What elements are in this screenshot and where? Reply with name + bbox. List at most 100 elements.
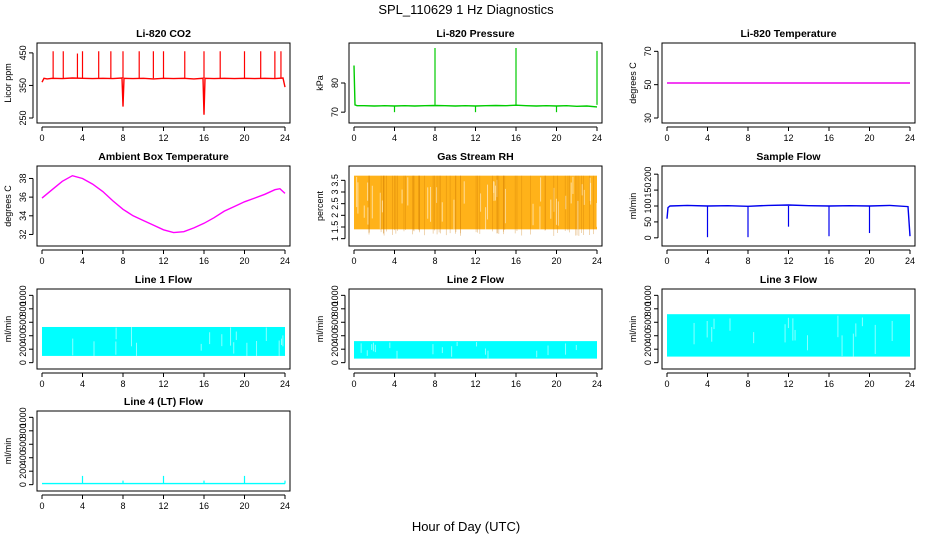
panel-title: Li-820 CO2 xyxy=(136,28,191,40)
panel-title: Line 2 Flow xyxy=(447,274,505,286)
y-tick-label: 600 xyxy=(643,315,653,330)
x-tick-label: 20 xyxy=(239,133,249,143)
x-tick-label: 20 xyxy=(864,379,874,389)
plot-frame xyxy=(348,165,603,247)
x-tick-label: 12 xyxy=(158,133,168,143)
series-line xyxy=(666,204,911,237)
y-tick-label: 1000 xyxy=(643,285,653,305)
x-tick-label: 20 xyxy=(551,256,561,266)
y-tick-label: 400 xyxy=(330,328,340,343)
x-tick-label: 0 xyxy=(39,133,44,143)
x-tick-label: 8 xyxy=(745,379,750,389)
x-tick-label: 24 xyxy=(905,256,915,266)
x-tick-label: 20 xyxy=(864,256,874,266)
x-tick-label: 20 xyxy=(239,501,249,511)
x-tick-label: 4 xyxy=(392,379,397,389)
x-tick-label: 20 xyxy=(239,379,249,389)
x-axis: 0 4 8 12 16 20 24 xyxy=(351,126,602,143)
y-tick-label: 600 xyxy=(18,437,28,452)
y-tick-label: 3.5 xyxy=(330,174,340,187)
series xyxy=(42,326,285,356)
x-tick-label: 0 xyxy=(39,379,44,389)
series-line xyxy=(41,77,286,115)
x-tick-label: 4 xyxy=(392,256,397,266)
x-tick-label: 20 xyxy=(551,133,561,143)
y-tick-label: 200 xyxy=(643,342,653,357)
x-tick-label: 0 xyxy=(664,256,669,266)
x-tick-label: 4 xyxy=(80,256,85,266)
x-tick-label: 8 xyxy=(432,256,437,266)
series xyxy=(354,341,597,359)
panel-title: Sample Flow xyxy=(756,151,821,163)
panel-title: Line 3 Flow xyxy=(760,274,818,286)
x-tick-label: 0 xyxy=(39,256,44,266)
x-tick-label: 4 xyxy=(705,133,710,143)
y-tick-label: 70 xyxy=(643,46,653,56)
x-tick-label: 12 xyxy=(783,256,793,266)
x-tick-label: 20 xyxy=(551,379,561,389)
plot-frame xyxy=(661,42,916,124)
x-tick-label: 20 xyxy=(864,133,874,143)
x-tick-label: 16 xyxy=(824,379,834,389)
panel-title: Gas Stream RH xyxy=(437,151,513,163)
series xyxy=(666,204,911,238)
x-tick-label: 24 xyxy=(280,256,290,266)
y-axis-label: percent xyxy=(315,190,325,221)
x-axis: 0 4 8 12 16 20 24 xyxy=(39,372,290,389)
panel-3: Li-820 Temperature 0 4 8 12 16 20 24 30 50 70 degre… xyxy=(628,28,916,143)
y-tick-label: 0 xyxy=(643,235,653,240)
y-axis: 30 50 70 degrees C xyxy=(628,46,659,123)
panel-title: Line 4 (LT) Flow xyxy=(124,396,204,408)
panel-5: Gas Stream RH 0 4 8 12 16 20 24 1 1.5 2 2.5 3 3.5 perc… xyxy=(315,151,603,266)
x-tick-label: 24 xyxy=(592,379,602,389)
y-tick-label: 50 xyxy=(643,80,653,90)
y-axis-label: kPa xyxy=(315,75,325,91)
y-tick-label: 1.5 xyxy=(330,221,340,234)
y-tick-label: 50 xyxy=(643,217,653,227)
x-axis: 0 4 8 12 16 20 24 xyxy=(351,372,602,389)
panel-title: Line 1 Flow xyxy=(135,274,193,286)
plot-frame xyxy=(36,410,291,492)
figure-title: SPL_110629 1 Hz Diagnostics xyxy=(378,2,554,17)
x-tick-label: 8 xyxy=(120,501,125,511)
y-tick-label: 0 xyxy=(330,360,340,365)
panel-title: Li-820 Temperature xyxy=(740,28,836,40)
series xyxy=(42,475,286,485)
panel-title: Li-820 Pressure xyxy=(436,28,514,40)
y-tick-label: 80 xyxy=(330,78,340,88)
x-tick-label: 16 xyxy=(199,256,209,266)
x-tick-label: 16 xyxy=(824,256,834,266)
y-tick-label: 38 xyxy=(18,173,28,183)
x-tick-label: 0 xyxy=(351,379,356,389)
x-tick-label: 16 xyxy=(824,133,834,143)
x-tick-label: 0 xyxy=(351,133,356,143)
series xyxy=(353,48,598,113)
y-tick-label: 32 xyxy=(18,229,28,239)
y-tick-label: 0 xyxy=(18,360,28,365)
y-tick-label: 200 xyxy=(18,342,28,357)
x-axis: 0 4 8 12 16 20 24 xyxy=(664,372,915,389)
x-tick-label: 24 xyxy=(592,133,602,143)
x-tick-label: 16 xyxy=(511,379,521,389)
series-band xyxy=(354,341,597,359)
x-tick-label: 0 xyxy=(664,133,669,143)
y-axis-label: ml/min xyxy=(315,316,325,343)
x-tick-label: 4 xyxy=(80,379,85,389)
y-axis-label: ml/min xyxy=(3,316,13,343)
x-tick-label: 16 xyxy=(511,133,521,143)
y-tick-label: 800 xyxy=(643,301,653,316)
x-tick-label: 0 xyxy=(664,379,669,389)
y-axis-label: ml/min xyxy=(628,193,638,220)
x-tick-label: 16 xyxy=(199,501,209,511)
series-line xyxy=(41,174,286,234)
y-tick-label: 400 xyxy=(18,450,28,465)
x-tick-label: 12 xyxy=(158,501,168,511)
panel-2: Li-820 Pressure 0 4 8 12 16 20 24 70 80 kPa xyxy=(315,28,603,143)
y-axis: 1 1.5 2 2.5 3 3.5 percent xyxy=(315,174,346,241)
y-tick-label: 800 xyxy=(18,301,28,316)
x-tick-label: 24 xyxy=(280,133,290,143)
